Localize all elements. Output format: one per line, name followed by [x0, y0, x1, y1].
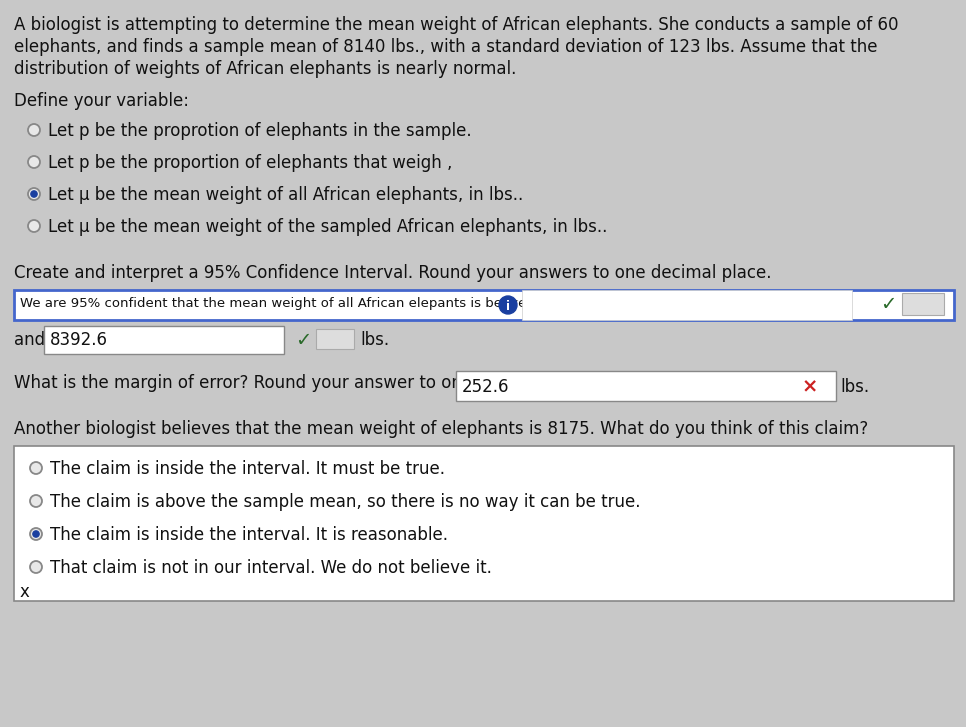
Circle shape: [28, 188, 40, 200]
Text: The claim is inside the interval. It must be true.: The claim is inside the interval. It mus…: [50, 460, 445, 478]
Circle shape: [28, 124, 40, 136]
Text: Create and interpret a 95% Confidence Interval. Round your answers to one decima: Create and interpret a 95% Confidence In…: [14, 264, 772, 282]
Text: distribution of weights of African elephants is nearly normal.: distribution of weights of African eleph…: [14, 60, 517, 78]
FancyBboxPatch shape: [316, 329, 354, 349]
Text: and: and: [14, 331, 45, 349]
Text: Let p be the proportion of elephants that weigh ,: Let p be the proportion of elephants tha…: [48, 154, 452, 172]
Text: ✓: ✓: [880, 295, 896, 314]
Circle shape: [33, 531, 39, 537]
Text: ✓: ✓: [295, 331, 311, 350]
Text: Let p be the proprotion of elephants in the sample.: Let p be the proprotion of elephants in …: [48, 122, 471, 140]
Circle shape: [30, 462, 42, 474]
Circle shape: [31, 191, 37, 197]
FancyBboxPatch shape: [456, 371, 836, 401]
Text: What is the margin of error? Round your answer to one decimal place.: What is the margin of error? Round your …: [14, 374, 598, 392]
Text: The claim is inside the interval. It is reasonable.: The claim is inside the interval. It is …: [50, 526, 448, 544]
Circle shape: [30, 495, 42, 507]
Text: Define your variable:: Define your variable:: [14, 92, 189, 110]
Circle shape: [28, 156, 40, 168]
Text: 8392.6: 8392.6: [50, 331, 108, 349]
Text: i: i: [506, 300, 510, 313]
Text: lbs.: lbs.: [360, 331, 389, 349]
Text: lbs.: lbs.: [840, 378, 869, 396]
Text: Let μ be the mean weight of the sampled African elephants, in lbs..: Let μ be the mean weight of the sampled …: [48, 218, 608, 236]
Circle shape: [28, 220, 40, 232]
Text: σ: σ: [319, 330, 328, 345]
Text: σ: σ: [906, 295, 916, 310]
Circle shape: [499, 296, 517, 314]
FancyBboxPatch shape: [44, 326, 284, 354]
Text: Another biologist believes that the mean weight of elephants is 8175. What do yo: Another biologist believes that the mean…: [14, 420, 868, 438]
Text: The claim is above the sample mean, so there is no way it can be true.: The claim is above the sample mean, so t…: [50, 493, 640, 511]
Text: That claim is not in our interval. We do not believe it.: That claim is not in our interval. We do…: [50, 559, 492, 577]
Text: 4: 4: [916, 294, 923, 304]
Circle shape: [30, 561, 42, 573]
Text: 7887.4: 7887.4: [528, 297, 585, 315]
Text: Let μ be the mean weight of all African elephants, in lbs..: Let μ be the mean weight of all African …: [48, 186, 524, 204]
Text: elephants, and finds a sample mean of 8140 lbs., with a standard deviation of 12: elephants, and finds a sample mean of 81…: [14, 38, 877, 56]
Text: ×: ×: [802, 377, 818, 396]
Text: 4: 4: [329, 329, 335, 339]
Text: x: x: [20, 583, 30, 601]
FancyBboxPatch shape: [902, 293, 944, 315]
FancyBboxPatch shape: [14, 290, 954, 320]
Text: A biologist is attempting to determine the mean weight of African elephants. She: A biologist is attempting to determine t…: [14, 16, 898, 34]
Text: We are 95% confident that the mean weight of all African elepants is between: We are 95% confident that the mean weigh…: [20, 297, 543, 310]
FancyBboxPatch shape: [522, 290, 852, 320]
FancyBboxPatch shape: [14, 446, 954, 601]
Circle shape: [30, 528, 42, 540]
Text: 252.6: 252.6: [462, 378, 509, 396]
